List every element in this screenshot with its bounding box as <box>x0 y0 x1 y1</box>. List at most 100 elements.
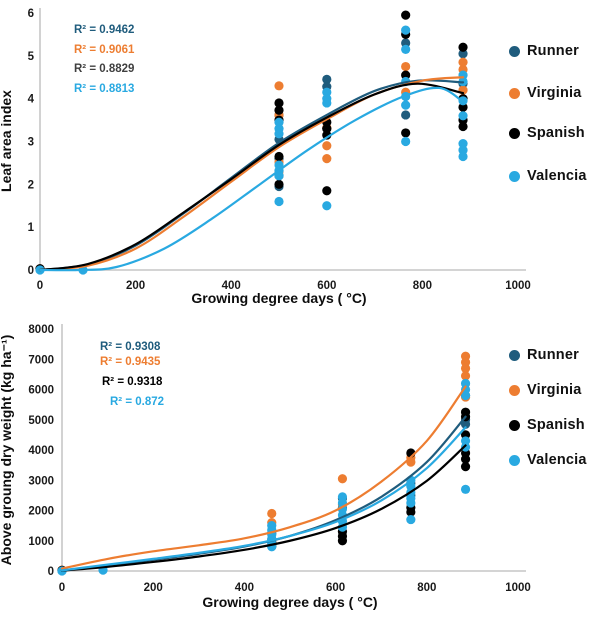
legend-bottom: Runner Virginia Spanish Valencia <box>0 312 615 624</box>
y-tick-label: 3 <box>28 137 34 149</box>
valencia-point <box>406 514 416 525</box>
virginia-point <box>460 363 471 373</box>
legend-item-runner: Runner <box>509 345 579 365</box>
legend-item-valencia: Valencia <box>509 450 587 470</box>
spanish-point <box>322 124 332 134</box>
valencia-point <box>401 44 411 55</box>
runner-point <box>401 110 411 120</box>
legend-label-virginia: Virginia <box>527 85 582 101</box>
valencia-point <box>401 25 411 35</box>
virginia-point <box>322 154 332 164</box>
valencia-point <box>406 498 416 508</box>
valencia-point <box>458 139 468 149</box>
virginia-point <box>267 508 277 519</box>
x-tick-label: 200 <box>144 582 163 594</box>
spanish-fit-curve <box>38 82 465 272</box>
spanish-point <box>458 42 468 52</box>
r2-label-runner: R² = 0.9462 <box>74 24 134 36</box>
spanish-point <box>406 507 416 517</box>
y-tick-label: 4 <box>28 94 35 106</box>
valencia-point <box>322 201 332 211</box>
legend-item-spanish: Spanish <box>509 123 585 143</box>
spanish-marker-icon <box>509 127 520 139</box>
valencia-point <box>460 390 471 401</box>
virginia-marker-icon <box>509 87 520 99</box>
y-tick-label: 6000 <box>28 385 54 397</box>
spanish-fit-curve <box>60 444 467 572</box>
spanish-point <box>337 536 348 546</box>
virginia-point <box>337 474 348 484</box>
valencia-point <box>401 100 411 110</box>
r2-label-valencia: R² = 0.8813 <box>74 83 134 95</box>
virginia-point <box>322 141 332 151</box>
legend-item-spanish: Spanish <box>509 415 585 435</box>
valencia-point <box>458 111 468 121</box>
dry-weight-chart-canvas: R² = 0.9308 R² = 0.9435 R² = 0.9318 R² =… <box>0 324 531 610</box>
valencia-point <box>274 129 284 139</box>
y-tick-label: 2 <box>28 179 34 191</box>
r2-label-runner: R² = 0.9308 <box>100 341 161 353</box>
legend-label-runner: Runner <box>527 43 579 59</box>
legend-item-runner: Runner <box>509 41 579 61</box>
valencia-marker-icon <box>509 454 520 466</box>
legend-label-valencia: Valencia <box>527 452 587 468</box>
valencia-fit-curve <box>38 86 465 272</box>
runner-point <box>460 419 471 429</box>
legend-top: Runner Virginia Spanish Valencia <box>509 41 587 186</box>
x-tick-label: 0 <box>59 582 65 594</box>
dry-weight-chart: R² = 0.9308 R² = 0.9435 R² = 0.9318 R² =… <box>0 312 615 624</box>
runner-marker-icon <box>509 45 520 57</box>
valencia-point <box>458 151 468 162</box>
runner-point <box>401 38 411 48</box>
r2-label-valencia: R² = 0.872 <box>110 396 164 408</box>
legend-label-spanish: Spanish <box>527 417 585 433</box>
virginia-point <box>274 81 284 91</box>
spanish-point <box>274 98 284 108</box>
valencia-point <box>322 87 332 97</box>
runner-point <box>458 49 468 59</box>
y-tick-label: 2000 <box>28 506 54 518</box>
y-tick-label: 8000 <box>28 324 54 336</box>
valencia-point <box>460 442 471 452</box>
x-tick-label: 600 <box>326 582 345 594</box>
spanish-marker-icon <box>509 419 520 431</box>
legend-item-valencia: Valencia <box>509 166 587 186</box>
spanish-point <box>401 128 411 138</box>
x-tick-label: 1000 <box>505 280 531 292</box>
virginia-point <box>401 61 411 72</box>
y-tick-label: 1 <box>28 222 35 234</box>
x-tick-label: 800 <box>413 280 432 292</box>
spanish-point <box>460 454 471 464</box>
spanish-point <box>322 186 332 196</box>
spanish-point <box>458 121 468 132</box>
legend-item-virginia: Virginia <box>509 83 582 103</box>
legend-label-virginia: Virginia <box>527 382 582 398</box>
valencia-fit-curve <box>60 426 467 572</box>
spanish-point <box>458 102 468 112</box>
r2-label-spanish: R² = 0.9318 <box>102 376 163 388</box>
x-axis-title: Growing degree days ( °C) <box>202 594 377 610</box>
y-axis-title: Above groung dry weight (kg ha⁻¹) <box>0 335 14 566</box>
y-tick-label: 3000 <box>28 475 54 487</box>
y-axis-title: Leaf area index <box>0 90 14 192</box>
x-axis-title: Growing degree days ( °C) <box>191 290 366 306</box>
y-tick-label: 0 <box>48 566 54 578</box>
x-tick-label: 400 <box>222 280 241 292</box>
valencia-point <box>274 196 284 207</box>
valencia-point <box>458 145 468 155</box>
valencia-point <box>460 484 471 494</box>
legend-label-runner: Runner <box>527 347 579 363</box>
virginia-fit-curve <box>60 385 467 570</box>
x-tick-label: 1000 <box>505 582 531 594</box>
y-tick-label: 7000 <box>28 354 54 366</box>
x-tick-label: 600 <box>317 280 336 292</box>
spanish-point <box>401 10 411 20</box>
virginia-point <box>460 371 471 381</box>
legend-item-virginia: Virginia <box>509 380 582 400</box>
y-tick-label: 5 <box>28 51 35 63</box>
spanish-point <box>322 130 332 140</box>
leaf-area-index-chart: R² = 0.9462 R² = 0.9061 R² = 0.8829 R² =… <box>0 8 587 306</box>
x-tick-label: 200 <box>126 280 145 292</box>
r2-label-virginia: R² = 0.9061 <box>74 44 135 56</box>
x-tick-label: 400 <box>235 582 254 594</box>
